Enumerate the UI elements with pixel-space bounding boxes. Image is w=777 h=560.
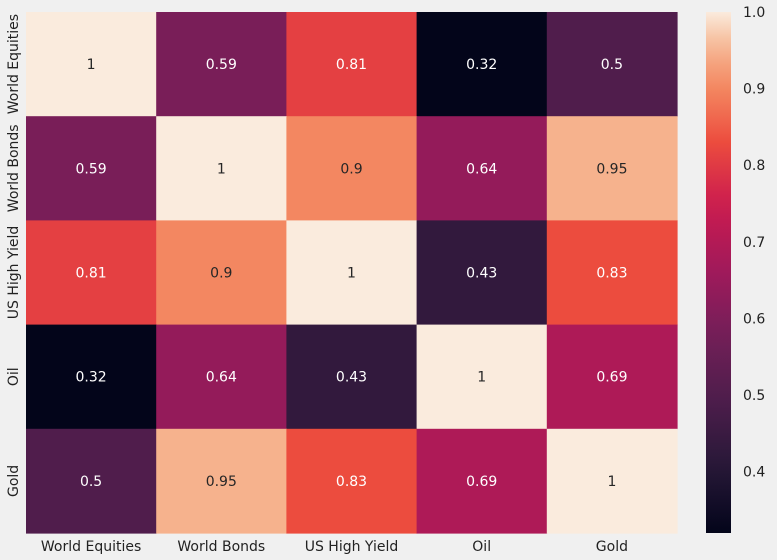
cell-value-r3-c2: 0.43 — [336, 370, 367, 386]
x-axis-ticks: World Equities World Bonds US High Yield Oi… — [41, 539, 628, 555]
cell-value-r1-c4: 0.95 — [596, 161, 627, 177]
x-tick-label-0: World Equities — [41, 539, 141, 555]
colorbar-gradient — [706, 12, 731, 533]
heatmap-cell-r2-c4 — [546, 220, 678, 326]
heatmap-cell-r4-c0 — [26, 428, 157, 534]
heatmap-cell-r4-c4 — [546, 428, 678, 534]
heatmap-cell-r4-c1 — [156, 428, 287, 534]
heatmap-cell-r3-c2 — [286, 324, 418, 430]
cell-value-r0-c3: 0.32 — [466, 57, 497, 73]
y-tick-label-0: World Equities — [6, 14, 22, 114]
y-tick-label-1: World Bonds — [6, 124, 22, 212]
cell-value-r0-c1: 0.59 — [206, 57, 237, 73]
cell-value-r1-c3: 0.64 — [466, 161, 497, 177]
heatmap-cell-r1-c3 — [416, 116, 548, 221]
x-tick-label-1: World Bonds — [177, 539, 265, 555]
heatmap-cell-r2-c3 — [416, 220, 548, 326]
colorbar-tick-label-6: 1.0 — [743, 5, 765, 21]
y-axis-ticks: World Equities World Bonds US High Yield Oi… — [6, 14, 22, 497]
heatmap-cell-r1-c0 — [26, 116, 157, 221]
cell-value-r4-c3: 0.69 — [466, 474, 497, 490]
colorbar: 0.4 0.5 0.6 0.7 0.8 0.9 1.0 — [706, 5, 765, 533]
x-tick-label-4: Gold — [596, 539, 628, 555]
heatmap-cell-r3-c4 — [546, 324, 678, 430]
cell-value-r2-c4: 0.83 — [596, 266, 627, 282]
cell-value-r1-c2: 0.9 — [340, 161, 362, 177]
heatmap-cell-r3-c0 — [26, 324, 157, 430]
heatmap-cell-r0-c0 — [26, 12, 157, 117]
x-tick-label-3: Oil — [472, 539, 491, 555]
heatmap-cell-r4-c3 — [416, 428, 548, 534]
colorbar-tick-label-0: 0.4 — [743, 465, 765, 481]
cell-value-r3-c3: 1 — [477, 370, 486, 386]
heatmap-cell-r0-c3 — [416, 12, 548, 117]
colorbar-tick-label-1: 0.5 — [743, 388, 765, 404]
colorbar-tick-label-2: 0.6 — [743, 311, 765, 327]
heatmap-cell-r4-c2 — [286, 428, 418, 534]
heatmap-cell-r0-c4 — [546, 12, 678, 117]
heatmap-cell-r0-c1 — [156, 12, 287, 117]
heatmap-cell-r1-c2 — [286, 116, 418, 221]
y-tick-label-2: US High Yield — [6, 226, 22, 320]
cell-value-r1-c0: 0.59 — [76, 161, 107, 177]
colorbar-tick-label-3: 0.7 — [743, 235, 765, 251]
cell-value-r3-c0: 0.32 — [76, 370, 107, 386]
cell-value-r0-c2: 0.81 — [336, 57, 367, 73]
cell-value-r2-c0: 0.81 — [76, 266, 107, 282]
heatmap-cells: 1 0.59 0.81 0.32 0.5 0.59 1 0.9 0.64 0.95 0.81 0.9 1… — [26, 12, 678, 534]
cell-value-r4-c0: 0.5 — [80, 474, 102, 490]
y-tick-label-4: Gold — [6, 465, 22, 497]
colorbar-tick-label-4: 0.8 — [743, 158, 765, 174]
x-tick-label-2: US High Yield — [305, 539, 399, 555]
cell-value-r4-c1: 0.95 — [206, 474, 237, 490]
cell-value-r3-c1: 0.64 — [206, 370, 237, 386]
cell-value-r0-c4: 0.5 — [601, 57, 623, 73]
heatmap-cell-r1-c1 — [156, 116, 287, 221]
cell-value-r2-c2: 1 — [347, 266, 356, 282]
cell-value-r4-c4: 1 — [607, 474, 616, 490]
cell-value-r1-c1: 1 — [217, 161, 226, 177]
heatmap-cell-r3-c3 — [416, 324, 548, 430]
colorbar-tick-label-5: 0.9 — [743, 82, 765, 98]
cell-value-r4-c2: 0.83 — [336, 474, 367, 490]
cell-value-r2-c1: 0.9 — [210, 266, 232, 282]
heatmap-cell-r2-c1 — [156, 220, 287, 326]
heatmap-cell-r3-c1 — [156, 324, 287, 430]
cell-value-r2-c3: 0.43 — [466, 266, 497, 282]
y-tick-label-3: Oil — [6, 367, 22, 386]
heatmap-cell-r0-c2 — [286, 12, 418, 117]
cell-value-r0-c0: 1 — [87, 57, 96, 73]
cell-value-r3-c4: 0.69 — [596, 370, 627, 386]
heatmap-cell-r2-c2 — [286, 220, 418, 326]
heatmap-cell-r2-c0 — [26, 220, 157, 326]
heatmap-cell-r1-c4 — [546, 116, 678, 221]
